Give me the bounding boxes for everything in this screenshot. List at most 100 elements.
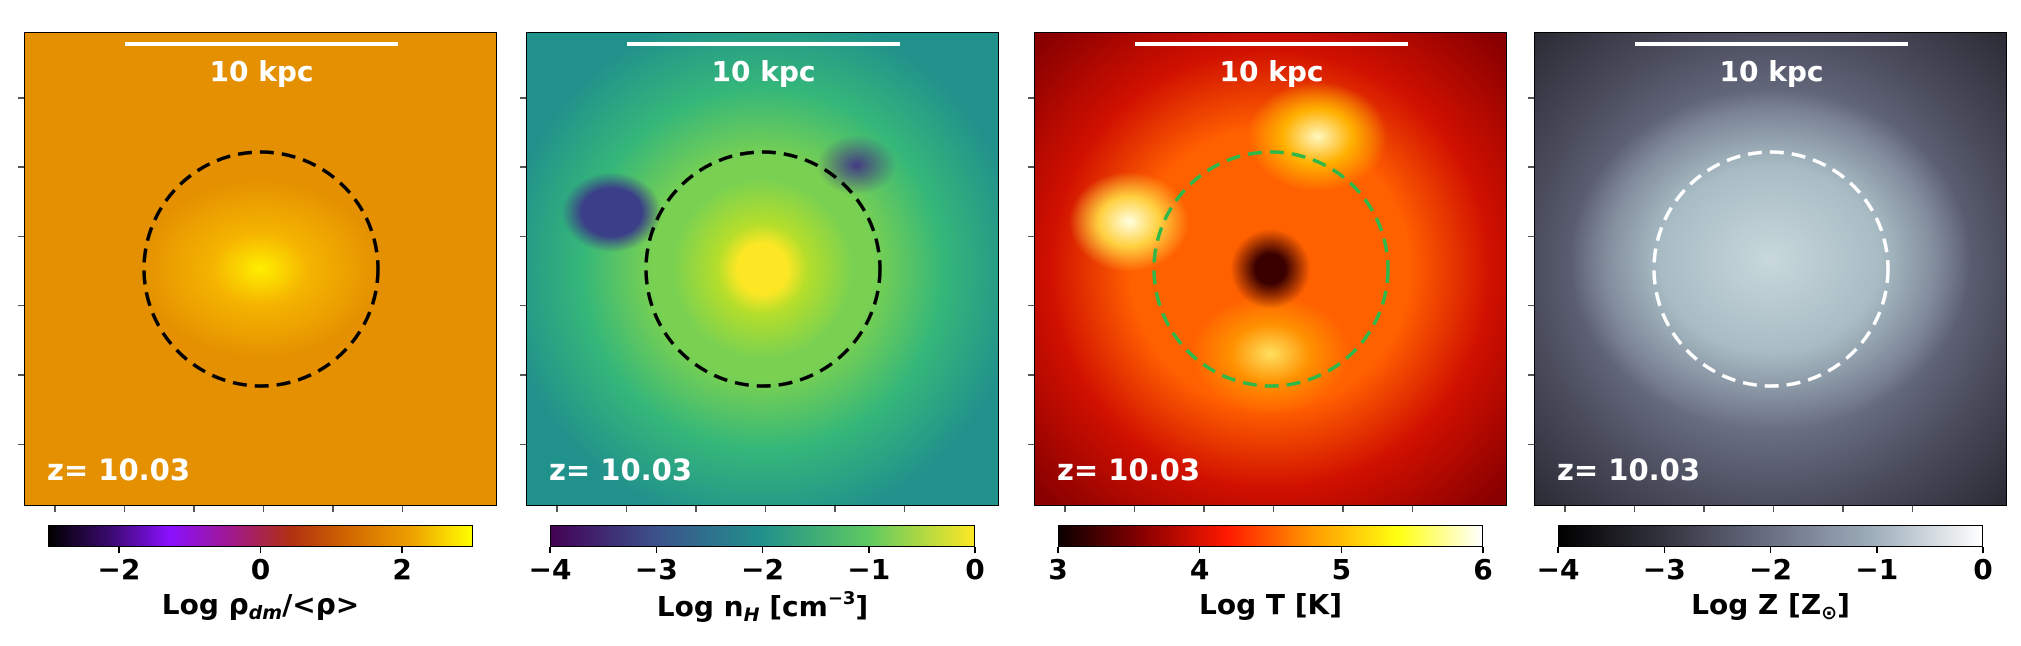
axis-tick-bottom	[695, 506, 697, 512]
axis-tick-bottom	[903, 506, 905, 512]
axis-tick-left	[1028, 374, 1034, 376]
temperature-map	[1035, 33, 1506, 505]
axis-tick-bottom	[54, 506, 56, 512]
metallicity-map	[1535, 33, 2006, 505]
axis-tick-left	[18, 374, 24, 376]
scale-bar	[627, 42, 900, 46]
axis-tick-left	[520, 374, 526, 376]
colorbar-label: Log ρdm/<ρ>	[162, 588, 360, 624]
axis-tick-left	[520, 235, 526, 238]
colorbar-label-part: ]	[855, 590, 869, 623]
virial-radius-circle	[644, 150, 882, 388]
axis-tick-left	[1028, 97, 1034, 99]
colorbar-label-part: Log Z [Z	[1691, 588, 1822, 621]
colorbar-label-part: −3	[827, 588, 856, 609]
colorbar	[1058, 525, 1483, 547]
axis-tick-bottom	[193, 506, 195, 512]
colorbar-tick-label: −4	[528, 553, 572, 586]
axis-tick-bottom	[262, 506, 264, 512]
colorbar-tick	[1340, 547, 1343, 553]
colorbar-tick-label: −4	[1536, 553, 1580, 586]
colorbar-label: Log Z [Z⊙]	[1691, 588, 1850, 624]
colorbar-tick	[1982, 547, 1984, 553]
colorbar-label-part: H	[743, 604, 760, 626]
scale-bar-label: 10 kpc	[711, 55, 816, 88]
colorbar-tick	[118, 547, 120, 553]
axis-tick-bottom	[1133, 506, 1135, 512]
axis-tick-bottom	[1703, 506, 1705, 512]
panel-metallicity: 10 kpc z= 10.03	[1534, 32, 2007, 506]
scale-bar-label: 10 kpc	[1719, 55, 1824, 88]
colorbar	[48, 525, 473, 547]
scale-bar	[1635, 42, 1908, 46]
axis-tick-bottom	[1272, 506, 1274, 512]
colorbar-tick	[1057, 547, 1059, 553]
colorbar-label-part: ⊙	[1821, 602, 1838, 624]
colorbar-label: Log T [K]	[1199, 588, 1342, 621]
axis-tick-bottom	[1772, 506, 1774, 512]
axis-tick-left	[1028, 166, 1034, 168]
panel-dark-matter-density: 10 kpc z= 10.03	[24, 32, 497, 506]
axis-tick-bottom	[1842, 506, 1844, 512]
colorbar-label: Log nH [cm−3]	[657, 588, 868, 626]
virial-radius-circle	[1652, 150, 1890, 388]
colorbar	[550, 525, 975, 547]
colorbar-tick	[1198, 547, 1201, 553]
axis-tick-bottom	[1064, 506, 1066, 512]
colorbar-tick	[655, 547, 657, 553]
colorbar-label-part: Log T [K]	[1198, 588, 1343, 621]
colorbar-tick-label: 5	[1331, 553, 1352, 586]
colorbar-tick	[974, 547, 976, 553]
redshift-label: z= 10.03	[1557, 453, 1701, 487]
colorbar-tick-label: −2	[1749, 553, 1792, 586]
colorbar-tick-label: −2	[97, 553, 141, 586]
axis-tick-left	[18, 235, 24, 238]
axis-tick-bottom	[556, 506, 558, 512]
colorbar-label-part: dm	[248, 602, 283, 624]
axis-tick-bottom	[1564, 506, 1566, 512]
colorbar-label-part: [cm	[759, 590, 828, 623]
colorbar-tick-label: −1	[847, 553, 891, 586]
panel-hydrogen-density: 10 kpc z= 10.03	[526, 32, 999, 506]
colorbar-tick-label: 3	[1048, 553, 1068, 586]
scale-bar	[125, 42, 398, 46]
virial-radius-circle	[142, 150, 380, 388]
colorbar-tick	[401, 547, 403, 553]
colorbar-tick-label: −1	[1855, 553, 1899, 586]
axis-tick-left	[18, 166, 24, 168]
colorbar-tick	[1557, 547, 1559, 553]
colorbar-label-part: /<ρ>	[282, 588, 360, 621]
axis-tick-bottom	[332, 506, 334, 512]
virial-radius-circle	[1152, 150, 1390, 388]
axis-tick-bottom	[1411, 506, 1413, 512]
axis-tick-left	[1528, 235, 1534, 238]
colorbar-tick-label: 6	[1473, 553, 1493, 586]
colorbar-tick	[1769, 547, 1772, 553]
hydrogen-density-map	[527, 33, 998, 505]
colorbar-label-part: Log n	[656, 590, 744, 623]
colorbar-tick	[761, 547, 764, 553]
colorbar-tick	[1482, 547, 1484, 553]
axis-tick-left	[520, 304, 526, 307]
axis-tick-bottom	[1911, 506, 1913, 512]
scale-bar	[1135, 42, 1408, 46]
axis-tick-left	[520, 166, 526, 168]
colorbar-tick-label: 4	[1189, 553, 1210, 586]
panel-temperature: 10 kpc z= 10.03	[1034, 32, 1507, 506]
axis-tick-left	[520, 97, 526, 99]
colorbar-tick	[1876, 547, 1878, 553]
axis-tick-left	[18, 97, 24, 99]
colorbar-tick-label: −2	[741, 553, 784, 586]
colorbar-tick-label: 0	[1973, 553, 1993, 586]
colorbar-label-part: ]	[1837, 588, 1850, 621]
axis-tick-bottom	[625, 506, 627, 512]
axis-tick-bottom	[1203, 506, 1205, 512]
axis-tick-left	[1528, 304, 1534, 307]
axis-tick-bottom	[1342, 506, 1344, 512]
colorbar-label-part: Log ρ	[161, 588, 249, 621]
axis-tick-left	[1528, 166, 1534, 168]
colorbar-tick-label: 0	[965, 553, 985, 586]
dark-matter-density-map	[25, 33, 496, 505]
axis-tick-bottom	[123, 506, 125, 512]
axis-tick-left	[1528, 374, 1534, 376]
